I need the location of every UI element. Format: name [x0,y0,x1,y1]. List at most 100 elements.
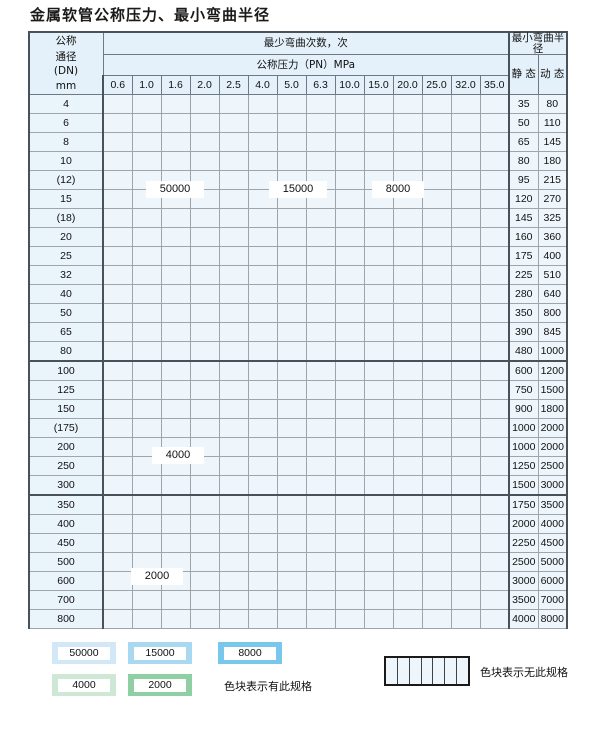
row-static-radius: 2500 [508,552,539,572]
pressure-cell [276,360,307,381]
row-static-radius: 145 [508,208,539,228]
table-row: 250 1250 2500 [28,456,568,476]
pressure-cell [276,456,307,476]
pressure-cell [276,475,307,496]
table-row: 6 50 110 [28,113,568,133]
row-dn-value: 10 [28,151,104,171]
pressure-cell [392,284,423,304]
row-static-radius: 95 [508,170,539,190]
pressure-cell [160,113,191,133]
pressure-cell [247,284,278,304]
pressure-cell [131,246,162,266]
header-row-1: 公称 通径 (DN) mm 最少弯曲次数，次 最小弯曲半径 [28,31,568,95]
pressure-cell [247,590,278,610]
pressure-cell [102,227,133,247]
pressure-cell [392,418,423,438]
pressure-cell [218,303,249,323]
pressure-cell [102,475,133,496]
header-bend-count: 最少弯曲次数，次 [102,31,510,55]
row-static-radius: 750 [508,380,539,400]
pressure-cell [247,246,278,266]
pressure-cell [160,151,191,171]
pressure-cell [479,380,510,400]
row-dynamic-radius: 5000 [537,552,568,572]
pressure-cell [392,322,423,342]
grid-callout-2000: 2000 [131,568,183,585]
pressure-cell [334,380,365,400]
legend-chip-value: 4000 [58,678,110,692]
pressure-cell [479,360,510,381]
pressure-cell [421,360,452,381]
pressure-cell [218,113,249,133]
pressure-cell [479,227,510,247]
pressure-cell [218,322,249,342]
header-pressure-25.0: 25.0 [421,75,452,95]
pressure-cell [334,341,365,362]
pressure-cell [247,265,278,285]
pressure-cell [218,552,249,572]
pressure-cell [160,494,191,515]
pressure-cell [392,227,423,247]
pressure-cell [334,227,365,247]
pressure-cell [363,456,394,476]
pressure-cell [189,475,220,496]
swatch-cell [421,658,434,684]
pressure-cell [450,341,481,362]
header-pressure-2.5: 2.5 [218,75,249,95]
pressure-cell [189,265,220,285]
row-dynamic-radius: 800 [537,303,568,323]
pressure-cell [247,380,278,400]
table-row: 8 65 145 [28,132,568,152]
pressure-cell [450,284,481,304]
pressure-cell [305,475,336,496]
row-dynamic-radius: 3500 [537,494,568,515]
pressure-cell [160,208,191,228]
legend-chip-50000: 50000 [52,642,116,664]
pressure-cell [363,341,394,362]
pressure-cell [334,113,365,133]
pressure-cell [334,456,365,476]
pressure-cell [421,494,452,515]
pressure-cell [218,399,249,419]
pressure-cell [189,227,220,247]
pressure-cell [305,399,336,419]
pressure-cell [218,380,249,400]
pressure-cell [189,113,220,133]
pressure-cell [334,246,365,266]
pressure-cell [102,437,133,457]
pressure-cell [479,322,510,342]
header-dn-line-1: 公称 [55,35,77,47]
pressure-cell [392,609,423,629]
pressure-cell [276,418,307,438]
row-static-radius: 900 [508,399,539,419]
row-dn-value: 20 [28,227,104,247]
pressure-cell [247,151,278,171]
row-dynamic-radius: 4500 [537,533,568,553]
pressure-cell [189,571,220,591]
pressure-cell [450,590,481,610]
table-row: 300 1500 3000 [28,475,568,496]
pressure-cell [102,399,133,419]
swatch-cell [386,658,398,684]
pressure-cell [218,189,249,209]
pressure-cell [276,494,307,515]
table-row: 10 80 180 [28,151,568,171]
pressure-cell [276,380,307,400]
pressure-cell [131,284,162,304]
row-static-radius: 175 [508,246,539,266]
pressure-cell [450,303,481,323]
pressure-cell [421,533,452,553]
pressure-cell [102,494,133,515]
row-dynamic-radius: 3000 [537,475,568,496]
header-pressure-35.0: 35.0 [479,75,510,95]
row-static-radius: 50 [508,113,539,133]
pressure-cell [450,494,481,515]
swatch-cell [445,658,458,684]
pressure-cell [102,94,133,114]
pressure-cell [479,246,510,266]
row-dn-value: 4 [28,94,104,114]
pressure-cell [363,208,394,228]
specification-table: 公称 通径 (DN) mm 最少弯曲次数，次 最小弯曲半径 公称压力（PN）MP… [28,31,568,629]
pressure-cell [218,227,249,247]
pressure-cell [276,437,307,457]
